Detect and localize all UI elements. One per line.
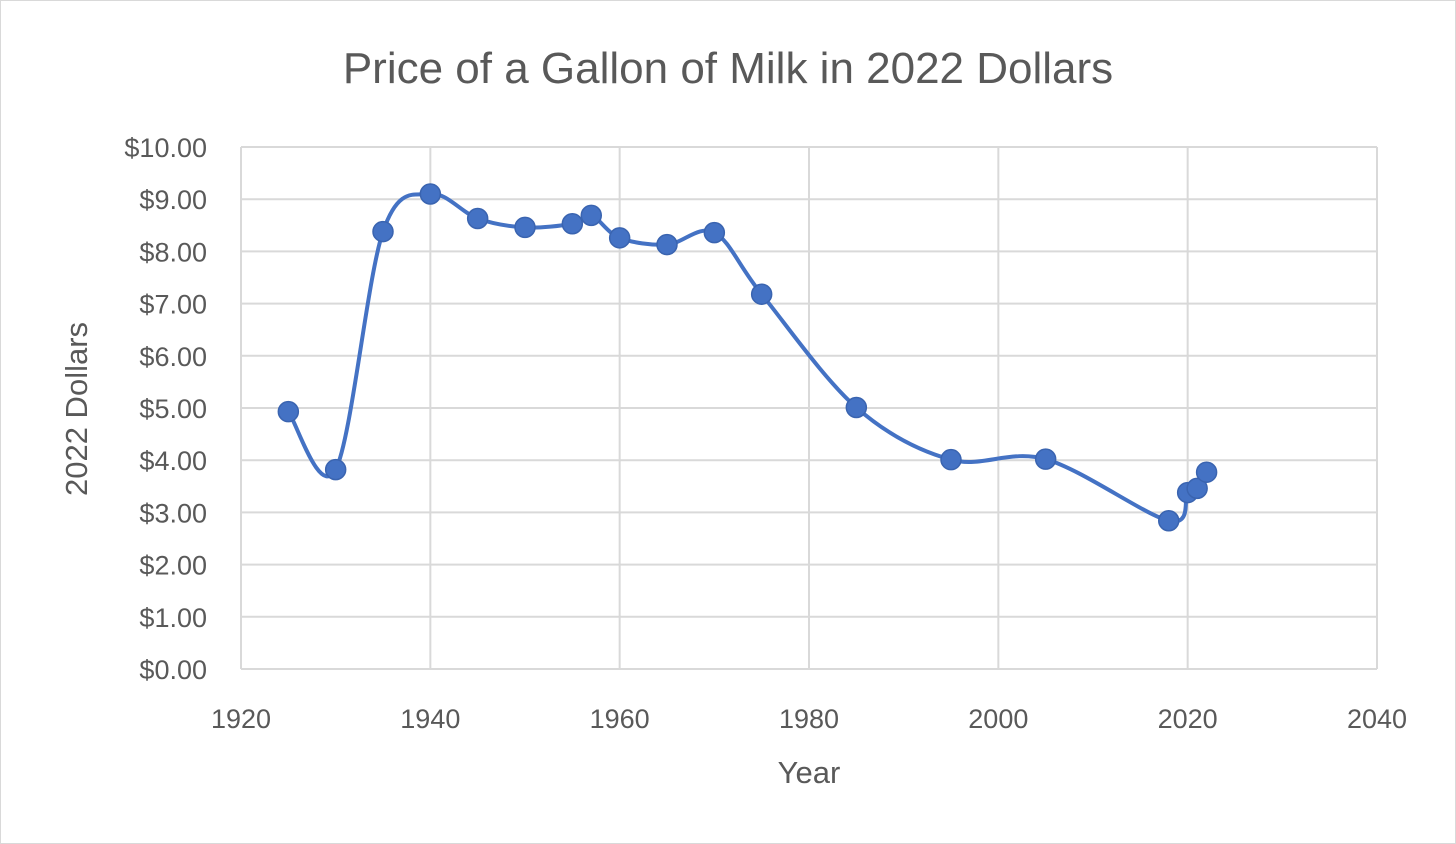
data-point bbox=[1034, 448, 1057, 470]
data-point bbox=[419, 183, 442, 205]
y-tick-label: $6.00 bbox=[139, 342, 207, 372]
y-tick-label: $7.00 bbox=[139, 290, 207, 320]
y-tick-label: $0.00 bbox=[139, 655, 207, 685]
y-tick-label: $1.00 bbox=[139, 603, 207, 633]
y-tick-label: $4.00 bbox=[139, 446, 207, 476]
data-point bbox=[703, 221, 726, 244]
y-tick-label: $10.00 bbox=[124, 133, 207, 163]
data-point bbox=[514, 216, 536, 239]
y-axis-title: 2022 Dollars bbox=[59, 322, 94, 496]
data-point bbox=[656, 233, 678, 256]
x-axis-title: Year bbox=[778, 755, 841, 790]
gridlines bbox=[241, 146, 1378, 669]
data-point bbox=[845, 396, 868, 419]
data-point bbox=[750, 283, 773, 305]
x-tick-label: 1980 bbox=[779, 704, 839, 734]
data-point bbox=[1186, 477, 1208, 500]
data-point bbox=[608, 227, 631, 249]
x-tick-label: 2040 bbox=[1347, 704, 1407, 734]
y-tick-label: $2.00 bbox=[139, 551, 207, 581]
data-point bbox=[277, 400, 300, 423]
y-tick-label: $9.00 bbox=[139, 185, 207, 215]
y-tick-label: $8.00 bbox=[139, 237, 207, 267]
y-tick-label: $5.00 bbox=[139, 394, 207, 424]
x-tick-label: 2000 bbox=[968, 704, 1028, 734]
x-tick-label: 1920 bbox=[211, 704, 271, 734]
data-point bbox=[466, 207, 489, 230]
x-tick-label: 1960 bbox=[590, 704, 650, 734]
data-point bbox=[1195, 461, 1218, 483]
tick-labels: $0.00 $1.00 $2.00 $3.00 $4.00 $5.00 $6.00 $7.00… bbox=[124, 133, 1407, 734]
series-layer bbox=[277, 183, 1218, 532]
data-point bbox=[580, 204, 603, 227]
data-point bbox=[1157, 510, 1180, 532]
y-tick-label: $3.00 bbox=[139, 498, 207, 528]
axes bbox=[240, 147, 1377, 670]
chart-title: Price of a Gallon of Milk in 2022 Dollar… bbox=[343, 44, 1113, 93]
x-tick-label: 1940 bbox=[400, 704, 460, 734]
x-tick-label: 2020 bbox=[1158, 704, 1218, 734]
data-point bbox=[940, 448, 962, 471]
data-point bbox=[372, 220, 394, 243]
data-point bbox=[324, 458, 347, 481]
data-point bbox=[561, 212, 584, 235]
series-line bbox=[286, 191, 1209, 524]
